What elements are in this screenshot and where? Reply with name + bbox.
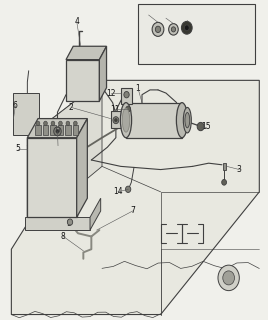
- Ellipse shape: [183, 108, 191, 133]
- Circle shape: [169, 24, 178, 35]
- Bar: [222, 163, 226, 170]
- Circle shape: [113, 117, 119, 124]
- Polygon shape: [25, 217, 90, 230]
- Text: 17: 17: [161, 14, 171, 23]
- Circle shape: [171, 27, 176, 32]
- Text: 15: 15: [201, 122, 211, 131]
- Ellipse shape: [176, 103, 188, 138]
- Polygon shape: [138, 4, 255, 64]
- Circle shape: [36, 121, 40, 125]
- Polygon shape: [77, 119, 87, 217]
- Text: 5: 5: [16, 144, 20, 153]
- Text: 12: 12: [107, 89, 116, 98]
- Polygon shape: [126, 103, 182, 138]
- Ellipse shape: [122, 108, 130, 132]
- Text: 14: 14: [113, 188, 123, 196]
- Circle shape: [67, 219, 73, 225]
- Circle shape: [54, 127, 61, 136]
- Ellipse shape: [185, 113, 190, 128]
- Bar: [73, 125, 78, 134]
- Bar: [56, 127, 59, 131]
- Circle shape: [152, 22, 164, 36]
- Circle shape: [51, 121, 55, 125]
- Circle shape: [223, 271, 234, 285]
- Bar: [121, 88, 132, 104]
- Circle shape: [73, 121, 77, 125]
- Text: 9: 9: [66, 219, 71, 228]
- Circle shape: [44, 121, 47, 125]
- Polygon shape: [66, 46, 107, 60]
- Bar: [35, 125, 41, 134]
- Text: 13: 13: [182, 15, 192, 24]
- Polygon shape: [27, 119, 87, 138]
- Circle shape: [114, 119, 117, 122]
- Text: 10: 10: [53, 141, 63, 150]
- Text: 4: 4: [74, 17, 79, 26]
- Circle shape: [124, 92, 129, 98]
- Text: 16: 16: [144, 11, 154, 20]
- Text: 1: 1: [136, 84, 140, 93]
- Polygon shape: [27, 138, 77, 217]
- Bar: [110, 111, 121, 128]
- Circle shape: [56, 129, 59, 133]
- Circle shape: [155, 26, 161, 33]
- Circle shape: [197, 123, 204, 131]
- Circle shape: [126, 106, 131, 112]
- Text: 3: 3: [237, 165, 242, 174]
- Circle shape: [181, 21, 192, 34]
- Polygon shape: [13, 93, 39, 134]
- Text: 6: 6: [13, 101, 18, 110]
- Text: 11: 11: [111, 105, 120, 114]
- Text: 7: 7: [130, 206, 135, 215]
- Text: 8: 8: [61, 232, 66, 241]
- Circle shape: [125, 186, 131, 193]
- Bar: [43, 125, 48, 134]
- Circle shape: [222, 180, 226, 185]
- Polygon shape: [90, 198, 101, 230]
- Bar: [58, 125, 63, 134]
- Text: 2: 2: [69, 103, 74, 112]
- Bar: [65, 125, 70, 134]
- Polygon shape: [99, 46, 107, 101]
- Polygon shape: [27, 80, 102, 224]
- Circle shape: [66, 121, 70, 125]
- Bar: [50, 125, 56, 134]
- Circle shape: [218, 265, 239, 291]
- Polygon shape: [66, 60, 99, 101]
- Circle shape: [184, 25, 189, 31]
- Ellipse shape: [120, 103, 132, 138]
- Polygon shape: [11, 80, 259, 315]
- Circle shape: [58, 121, 62, 125]
